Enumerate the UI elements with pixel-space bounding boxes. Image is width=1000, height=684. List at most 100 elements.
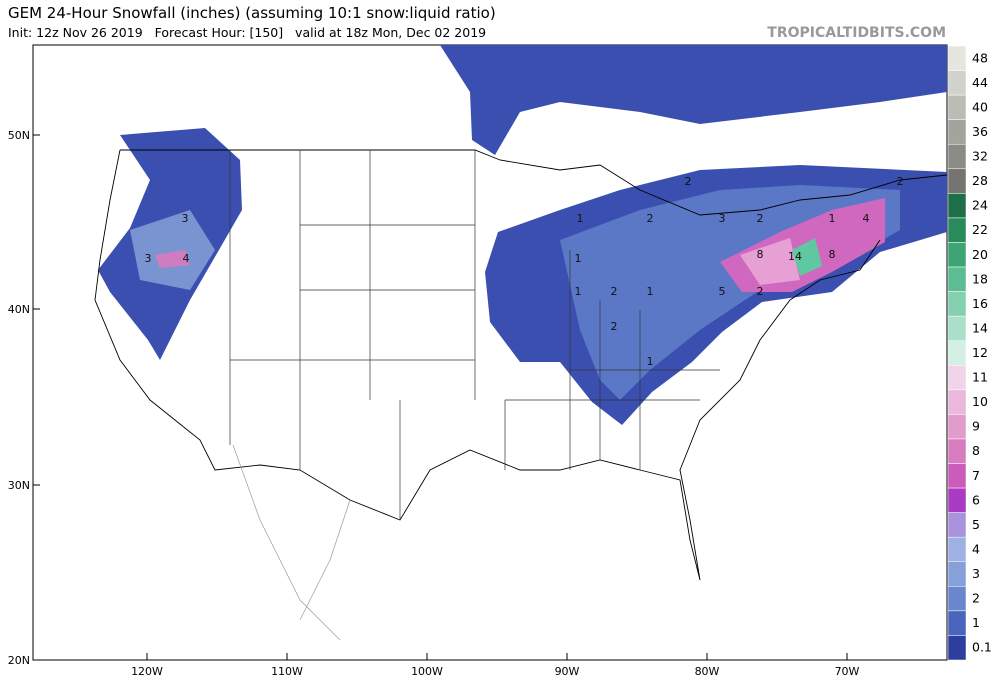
colorbar-label: 7 [972, 468, 980, 483]
contour-label: 8 [757, 248, 764, 261]
colorbar-label: 18 [972, 271, 988, 286]
contour-label: 1 [577, 212, 584, 225]
state-lines [229, 150, 720, 520]
contour-label: 2 [897, 175, 904, 188]
colorbar-cell [947, 217, 967, 243]
snow-area [440, 45, 947, 155]
contour-label: 2 [685, 175, 692, 188]
contour-label: 1 [647, 285, 654, 298]
colorbar-label: 0.1 [972, 640, 992, 655]
latitude-label: 40N [8, 303, 30, 316]
snow-area [155, 250, 190, 268]
contour-label: 5 [719, 285, 726, 298]
colorbar-cell [947, 45, 967, 71]
snow-area [740, 238, 800, 285]
colorbar-cell [947, 143, 967, 170]
colorbar-cell [947, 512, 967, 538]
contour-label: 2 [757, 212, 764, 225]
contour-label: 3 [719, 212, 726, 225]
longitude-label: 110W [271, 665, 303, 678]
border [120, 149, 947, 216]
contour-label: 1 [829, 212, 836, 225]
colorbar-label: 5 [972, 517, 980, 532]
longitude-label: 100W [411, 665, 443, 678]
longitude-label: 90W [555, 665, 580, 678]
colorbar-label: 22 [972, 222, 988, 237]
contour-label: 1 [575, 285, 582, 298]
colorbar-label: 8 [972, 443, 980, 458]
contour-label: 3 [182, 212, 189, 225]
border [232, 444, 351, 641]
colorbar-cell [947, 291, 967, 317]
contour-label: 4 [183, 252, 190, 265]
colorbar-label: 16 [972, 296, 988, 311]
colorbar-cell [947, 168, 967, 194]
longitude-label: 120W [131, 665, 163, 678]
contour-label: 4 [863, 212, 870, 225]
colorbar-cell [947, 586, 967, 612]
colorbar-cell [947, 119, 967, 145]
colorbar-label: 6 [972, 492, 980, 507]
subtitle: Init: 12z Nov 26 2019 Forecast Hour: [15… [8, 25, 486, 40]
colorbar-cell [947, 242, 967, 268]
colorbar-label: 11 [972, 370, 988, 385]
colorbar-cell [947, 414, 967, 440]
contour-label: 2 [647, 212, 654, 225]
contour-label: 3 [145, 252, 152, 265]
colorbar-cell [947, 561, 967, 587]
colorbar-label: 44 [972, 75, 988, 90]
latitude-label: 20N [8, 654, 30, 667]
colorbar-cell [947, 487, 967, 513]
longitude-label: 80W [695, 665, 720, 678]
snow-area [792, 238, 822, 276]
colorbar-cell [947, 536, 967, 563]
colorbar-label: 2 [972, 591, 980, 606]
colorbar-label: 32 [972, 149, 988, 164]
colorbar-cell [947, 635, 967, 661]
map: 50N 40N 30N 20N 120W 110W 100W 90W 80W 70W 3 3 4 1 1 2 1… [8, 44, 948, 678]
colorbar-label: 28 [972, 173, 988, 188]
colorbar-label: 3 [972, 566, 980, 581]
colorbar-label: 48 [972, 50, 988, 65]
contour-label: 14 [788, 250, 802, 263]
contour-label: 2 [611, 320, 618, 333]
colorbar-label: 10 [972, 394, 988, 409]
colorbar-cell [947, 94, 967, 120]
contour-label: 2 [757, 285, 764, 298]
colorbar-label: 36 [972, 124, 988, 139]
colorbar-cell [947, 365, 967, 391]
colorbar-cell [947, 266, 967, 292]
colorbar-cell [947, 70, 967, 96]
latitude-label: 50N [8, 129, 30, 142]
colorbar-cell [947, 315, 967, 341]
title: GEM 24-Hour Snowfall (inches) (assuming … [8, 4, 496, 22]
coastline [94, 149, 881, 581]
snow-field [98, 45, 947, 425]
contour-label: 8 [829, 248, 836, 261]
colorbar-cell [947, 389, 967, 415]
contour-label: 2 [611, 285, 618, 298]
latitude-label: 30N [8, 479, 30, 492]
colorbar-label: 1 [972, 615, 980, 630]
colorbar-label: 14 [972, 320, 988, 335]
colorbar-label: 20 [972, 247, 988, 262]
colorbar-cell [947, 463, 967, 489]
colorbar-label: 4 [972, 541, 980, 556]
colorbar-cell [947, 438, 967, 464]
contour-label: 1 [575, 252, 582, 265]
colorbar-cell [947, 193, 967, 219]
colorbar-label: 12 [972, 345, 988, 360]
contour-label: 1 [647, 355, 654, 368]
longitude-label: 70W [835, 665, 860, 678]
colorbar-cell [947, 610, 967, 636]
colorbar: 4844403632282422201816141211109876543210… [947, 45, 992, 661]
snow-area [130, 210, 215, 290]
borders [94, 149, 947, 641]
source: TROPICALTIDBITS.COM [767, 25, 946, 41]
colorbar-label: 9 [972, 419, 980, 434]
map-labels: 50N 40N 30N 20N 120W 110W 100W 90W 80W 70W 3 3 4 1 1 2 1… [8, 129, 904, 678]
colorbar-label: 24 [972, 198, 988, 213]
colorbar-cell [947, 340, 967, 366]
